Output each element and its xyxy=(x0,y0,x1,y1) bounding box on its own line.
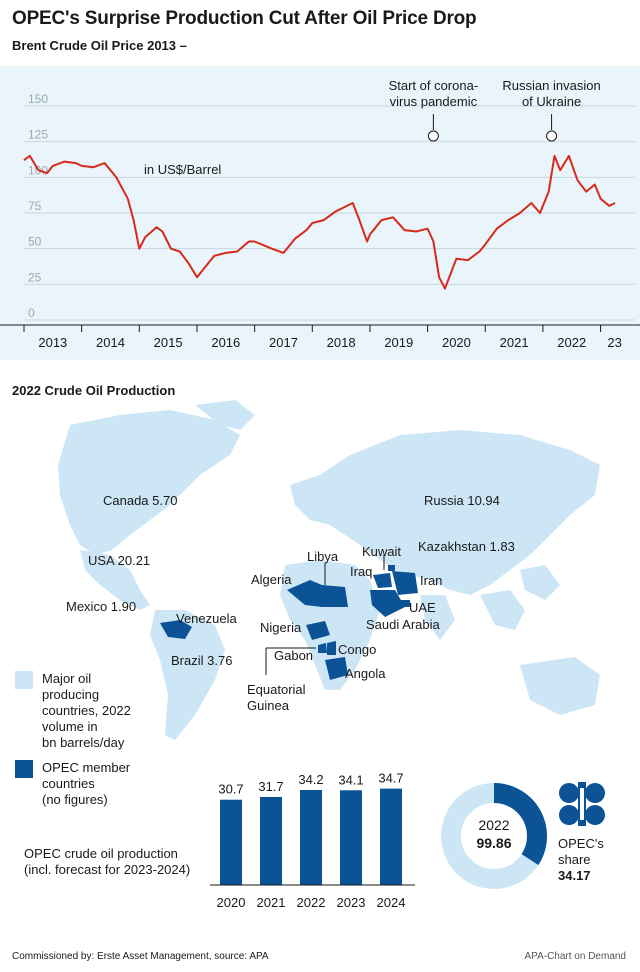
annotation-covid-text: virus pandemic xyxy=(390,94,478,109)
gabon-shape xyxy=(318,643,327,653)
opec-share-label: OPEC's share 34.17 xyxy=(558,836,604,883)
opec-logo xyxy=(559,782,605,826)
label-usa: USA 20.21 xyxy=(88,553,151,568)
bar-2023 xyxy=(340,790,362,885)
label-libya: Libya xyxy=(307,549,339,564)
bar-value-label: 34.1 xyxy=(338,772,363,787)
x-tick-label: 2022 xyxy=(557,335,586,350)
label-nigeria: Nigeria xyxy=(260,620,302,635)
map-leader-lines xyxy=(265,555,385,675)
bar-category-label: 2023 xyxy=(337,895,366,910)
bar-value-label: 30.7 xyxy=(218,782,243,797)
label-equatorial-guinea: Equatorial Guinea xyxy=(247,682,306,713)
y-tick-label: 75 xyxy=(28,199,42,213)
y-tick-label: 150 xyxy=(28,92,48,106)
opec-share-donut-chart: 2022 99.86 xyxy=(441,783,547,889)
bar-2020 xyxy=(220,799,242,885)
x-tick-label: 2018 xyxy=(327,335,356,350)
opec-countries xyxy=(160,565,418,680)
label-algeria: Algeria xyxy=(251,572,292,587)
legend-major-text: Major oil producing countries, 2022 volu… xyxy=(42,671,131,750)
label-venezuela: Venezuela xyxy=(176,611,237,626)
congo-shape xyxy=(327,641,336,655)
kuwait-shape xyxy=(388,565,395,571)
bar-category-label: 2021 xyxy=(257,895,286,910)
opec-share-value: 34.17 xyxy=(558,868,591,883)
world-map xyxy=(58,400,600,740)
label-kazakhstan: Kazakhstan 1.83 xyxy=(418,539,515,554)
bar-value-label: 31.7 xyxy=(258,779,283,794)
label-uae: UAE xyxy=(409,600,436,615)
label-congo: Congo xyxy=(338,642,377,657)
price-chart-panel: 0 25 50 75 100 125 150 2013 2014 2015 2016 2017 201… xyxy=(0,66,640,360)
annotation-covid: Start of corona-virus pandemic xyxy=(389,78,479,142)
annotation-ukraine-marker xyxy=(546,130,558,142)
donut-year: 2022 xyxy=(478,817,509,833)
annotation-covid-text: Start of corona- xyxy=(389,78,479,93)
uae-shape xyxy=(400,600,410,607)
bar-value-label: 34.2 xyxy=(298,772,323,787)
label-brazil: Brazil 3.76 xyxy=(171,653,233,668)
label-iraq: Iraq xyxy=(350,564,373,579)
angola-shape xyxy=(325,657,348,680)
footer-source: Commissioned by: Erste Asset Management,… xyxy=(12,951,269,962)
y-tick-label: 125 xyxy=(28,128,48,142)
legend-opec-text: OPEC member countries (no figures) xyxy=(42,760,131,807)
y-tick-label: 25 xyxy=(28,270,42,284)
bar-2024 xyxy=(380,788,402,885)
x-tick-label: 2017 xyxy=(269,335,298,350)
annotation-ukraine-text: of Ukraine xyxy=(522,94,581,109)
libya-shape xyxy=(322,585,348,607)
annotation-ukraine-text: Russian invasion xyxy=(502,78,600,93)
label-canada: Canada 5.70 xyxy=(103,493,178,508)
bar-category-label: 2022 xyxy=(297,895,326,910)
x-tick-label: 2016 xyxy=(211,335,240,350)
annotation-covid-marker xyxy=(427,130,439,142)
production-section-title: 2022 Crude Oil Production xyxy=(12,383,176,398)
x-tick-label: 2014 xyxy=(96,335,125,350)
footer-credit: APA-Chart on Demand xyxy=(524,951,626,962)
opec-bar-chart-title: OPEC crude oil production (incl. forecas… xyxy=(24,846,191,877)
x-tick-label: 2019 xyxy=(384,335,413,350)
label-saudi-arabia: Saudi Arabia xyxy=(366,617,440,632)
bar-category-label: 2024 xyxy=(377,895,406,910)
label-kuwait: Kuwait xyxy=(362,544,402,559)
label-mexico: Mexico 1.90 xyxy=(66,599,137,614)
x-tick-label: 2020 xyxy=(442,335,471,350)
label-gabon: Gabon xyxy=(274,648,314,663)
bar-2022 xyxy=(300,790,322,885)
donut-opec-share-arc xyxy=(493,783,547,866)
y-tick-label: 0 xyxy=(28,306,35,320)
bar-2021 xyxy=(260,796,282,885)
label-iran: Iran xyxy=(420,573,443,588)
bar-value-label: 34.7 xyxy=(378,771,403,786)
x-tick-label: 23 xyxy=(607,335,621,350)
venezuela-shape xyxy=(160,620,192,639)
donut-total: 99.86 xyxy=(476,835,511,851)
saudi-arabia-shape xyxy=(370,590,405,617)
legend-opec-swatch xyxy=(15,760,33,778)
world-map-land xyxy=(58,400,600,740)
page-title: OPEC's Surprise Production Cut After Oil… xyxy=(12,8,477,29)
x-tick-label: 2021 xyxy=(500,335,529,350)
price-chart-title: Brent Crude Oil Price 2013 – xyxy=(12,38,187,53)
unit-label: in US$/Barrel xyxy=(144,162,221,177)
y-tick-label: 50 xyxy=(28,235,42,249)
bar-category-label: 2020 xyxy=(217,895,246,910)
nigeria-shape xyxy=(306,621,330,640)
x-tick-label: 2015 xyxy=(154,335,183,350)
price-series-line xyxy=(23,154,616,290)
label-russia: Russia 10.94 xyxy=(424,493,500,508)
iraq-shape xyxy=(373,573,392,588)
legend-major-swatch xyxy=(15,671,33,689)
x-tick-label: 2013 xyxy=(38,335,67,350)
opec-production-bar-chart: 30.7 2020 31.7 2021 34.2 2022 34.1 2023 34.7 2024 xyxy=(210,771,415,910)
iran-shape xyxy=(392,571,418,595)
algeria-shape xyxy=(287,580,322,607)
label-angola: Angola xyxy=(345,666,386,681)
